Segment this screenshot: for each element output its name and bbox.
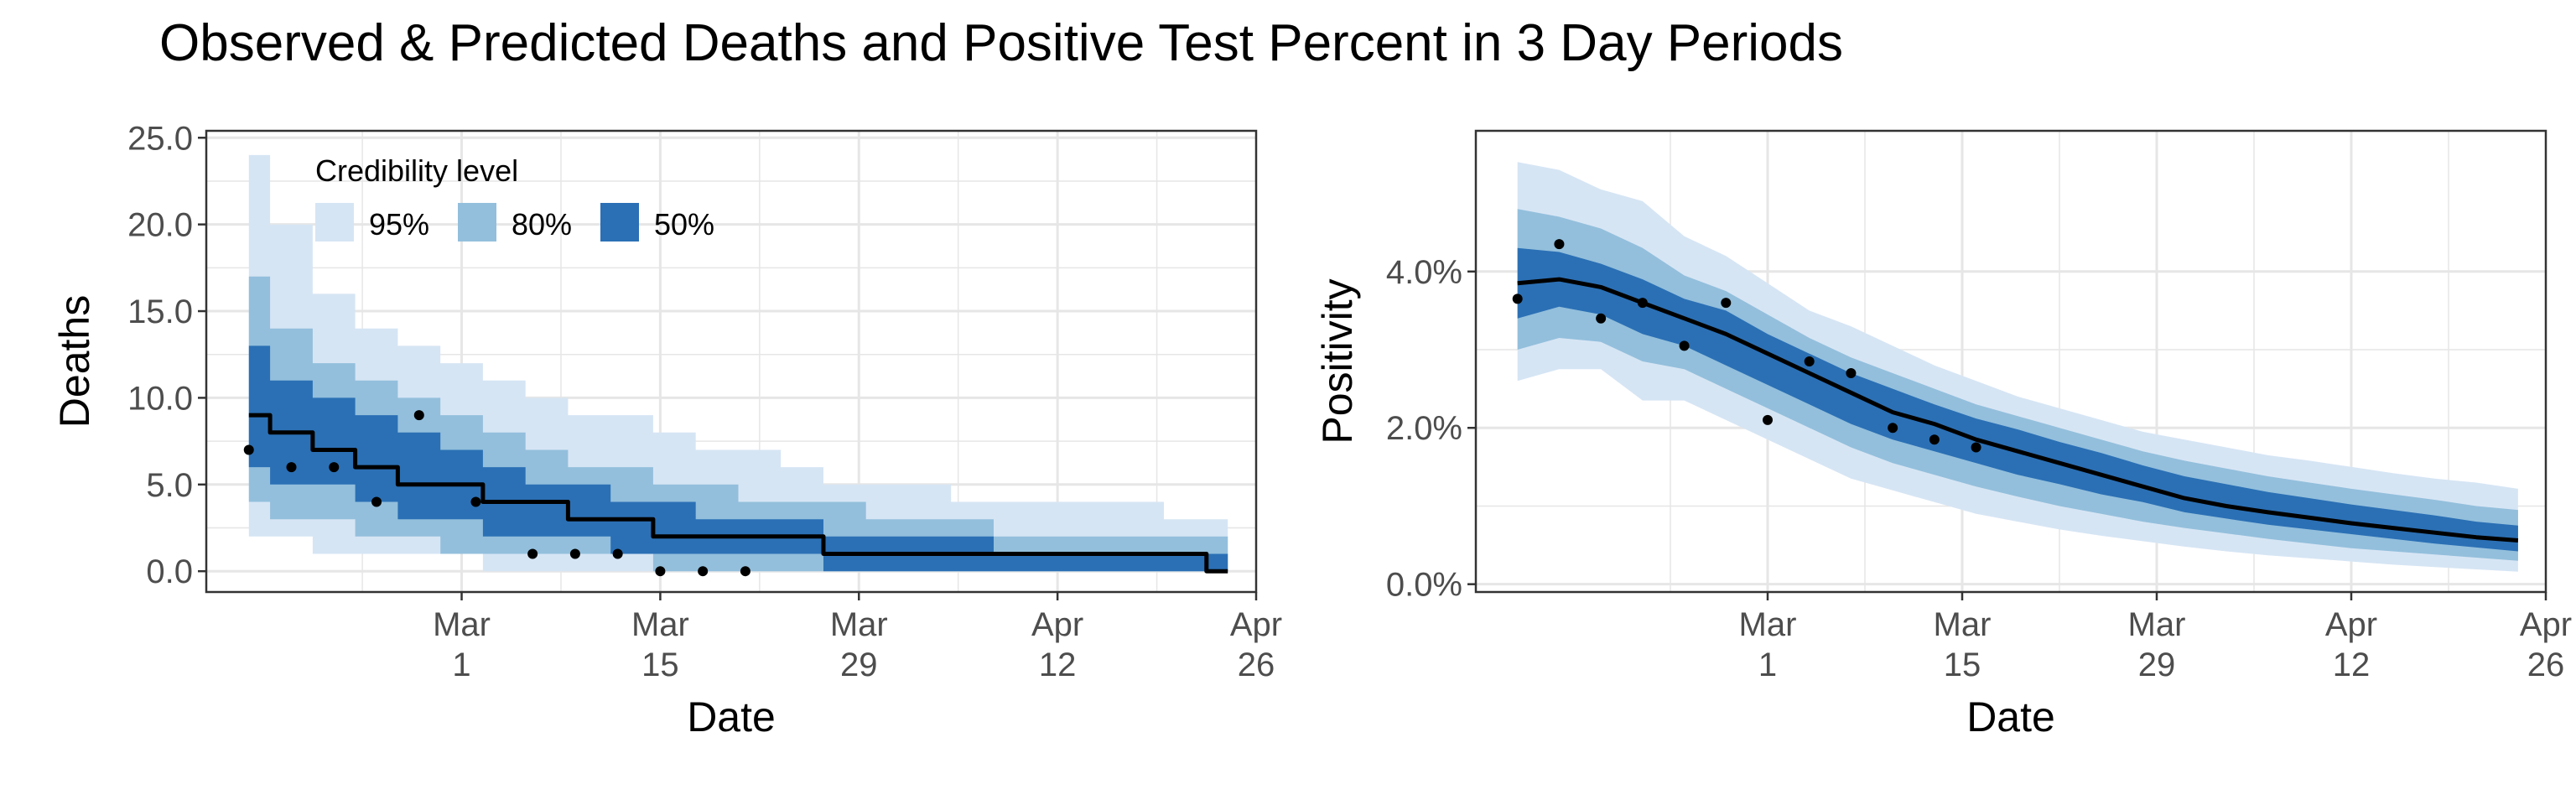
y-tick-label: 2.0% xyxy=(1386,410,1462,447)
x-tick-day: 12 xyxy=(2333,647,2371,683)
legend-title: Credibility level xyxy=(315,153,518,188)
y-tick-label: 10.0 xyxy=(127,380,193,417)
observed-point xyxy=(655,566,666,577)
y-tick-label: 20.0 xyxy=(127,207,193,244)
observed-point xyxy=(740,566,750,577)
band-95 xyxy=(1517,162,2518,572)
panel-border xyxy=(205,129,1258,594)
x-tick-day: 29 xyxy=(2138,647,2176,683)
y-axis-title: Positivity xyxy=(1314,278,1361,444)
y-tick-label: 0.0 xyxy=(146,553,193,590)
legend-label: 95% xyxy=(369,207,429,242)
observed-point xyxy=(1929,434,1940,445)
y-tick-label: 25.0 xyxy=(127,120,193,157)
observed-point xyxy=(1596,313,1607,324)
x-tick-month: Mar xyxy=(830,606,888,643)
observed-point xyxy=(286,462,297,473)
median-line xyxy=(1517,277,2519,543)
y-tick-label: 0.0% xyxy=(1386,567,1462,604)
observed-point xyxy=(329,462,340,473)
observed-point xyxy=(569,548,580,559)
observed-point xyxy=(1763,414,1773,425)
x-tick-month: Mar xyxy=(1934,606,1992,643)
x-tick-month: Apr xyxy=(1031,606,1083,643)
x-tick-day: 29 xyxy=(840,647,878,683)
x-tick-day: 26 xyxy=(1238,647,1275,683)
observed-point xyxy=(1679,340,1690,351)
x-axis-title: Date xyxy=(1966,693,2055,740)
observed-point xyxy=(470,496,481,507)
y-axis-title: Deaths xyxy=(51,295,98,428)
y-tick-label: 4.0% xyxy=(1386,254,1462,291)
x-tick-month: Apr xyxy=(1230,606,1282,643)
x-tick-month: Apr xyxy=(2325,606,2377,643)
legend-swatch xyxy=(315,203,354,242)
legend-swatch xyxy=(600,203,639,242)
x-tick-month: Apr xyxy=(2520,606,2572,643)
legend: Credibility level 95% 80% 50% xyxy=(315,153,714,242)
legend-label: 50% xyxy=(654,207,714,242)
observed-point xyxy=(1804,356,1815,366)
figure-title: Observed & Predicted Deaths and Positive… xyxy=(159,14,1843,72)
observed-point xyxy=(1971,442,1981,453)
positivity-panel: 0.0% 2.0% 4.0% Mar 1 Mar 15 Mar 29 Apr 12 Apr 26 Date… xyxy=(1314,129,2572,740)
observed-point xyxy=(371,496,382,507)
observed-point xyxy=(698,566,709,577)
observed-point xyxy=(1721,298,1732,309)
legend-swatch xyxy=(458,203,496,242)
observed-point xyxy=(612,548,623,559)
y-tick-label: 5.0 xyxy=(146,467,193,504)
x-tick-day: 1 xyxy=(1758,647,1777,683)
observed-point xyxy=(527,548,538,559)
band-50 xyxy=(248,345,1228,572)
x-tick-month: Mar xyxy=(631,606,689,643)
observed-point xyxy=(413,410,424,421)
observed-point xyxy=(1846,367,1857,378)
x-tick-month: Mar xyxy=(433,606,491,643)
x-tick-day: 15 xyxy=(641,647,679,683)
observed-points xyxy=(1512,239,1981,453)
x-tick-month: Mar xyxy=(1739,606,1797,643)
panel-border xyxy=(1474,129,2547,594)
x-tick-month: Mar xyxy=(2128,606,2186,643)
median-line xyxy=(248,413,1228,574)
x-tick-day: 12 xyxy=(1039,647,1077,683)
band-50 xyxy=(1517,247,2518,552)
x-tick-day: 15 xyxy=(1944,647,1981,683)
deaths-panel: 0.0 5.0 10.0 15.0 20.0 25.0 Mar 1 Mar 15 Mar 29 Apr 1… xyxy=(51,120,1282,740)
x-axis-title: Date xyxy=(687,693,776,740)
observed-point xyxy=(243,444,254,455)
observed-point xyxy=(1637,298,1648,309)
y-tick-label: 15.0 xyxy=(127,293,193,330)
observed-points xyxy=(243,410,750,577)
legend-label: 80% xyxy=(512,207,572,242)
x-tick-day: 26 xyxy=(2527,647,2565,683)
observed-point xyxy=(1512,293,1523,304)
x-tick-day: 1 xyxy=(452,647,470,683)
observed-point xyxy=(1554,239,1565,250)
observed-point xyxy=(1888,423,1898,434)
